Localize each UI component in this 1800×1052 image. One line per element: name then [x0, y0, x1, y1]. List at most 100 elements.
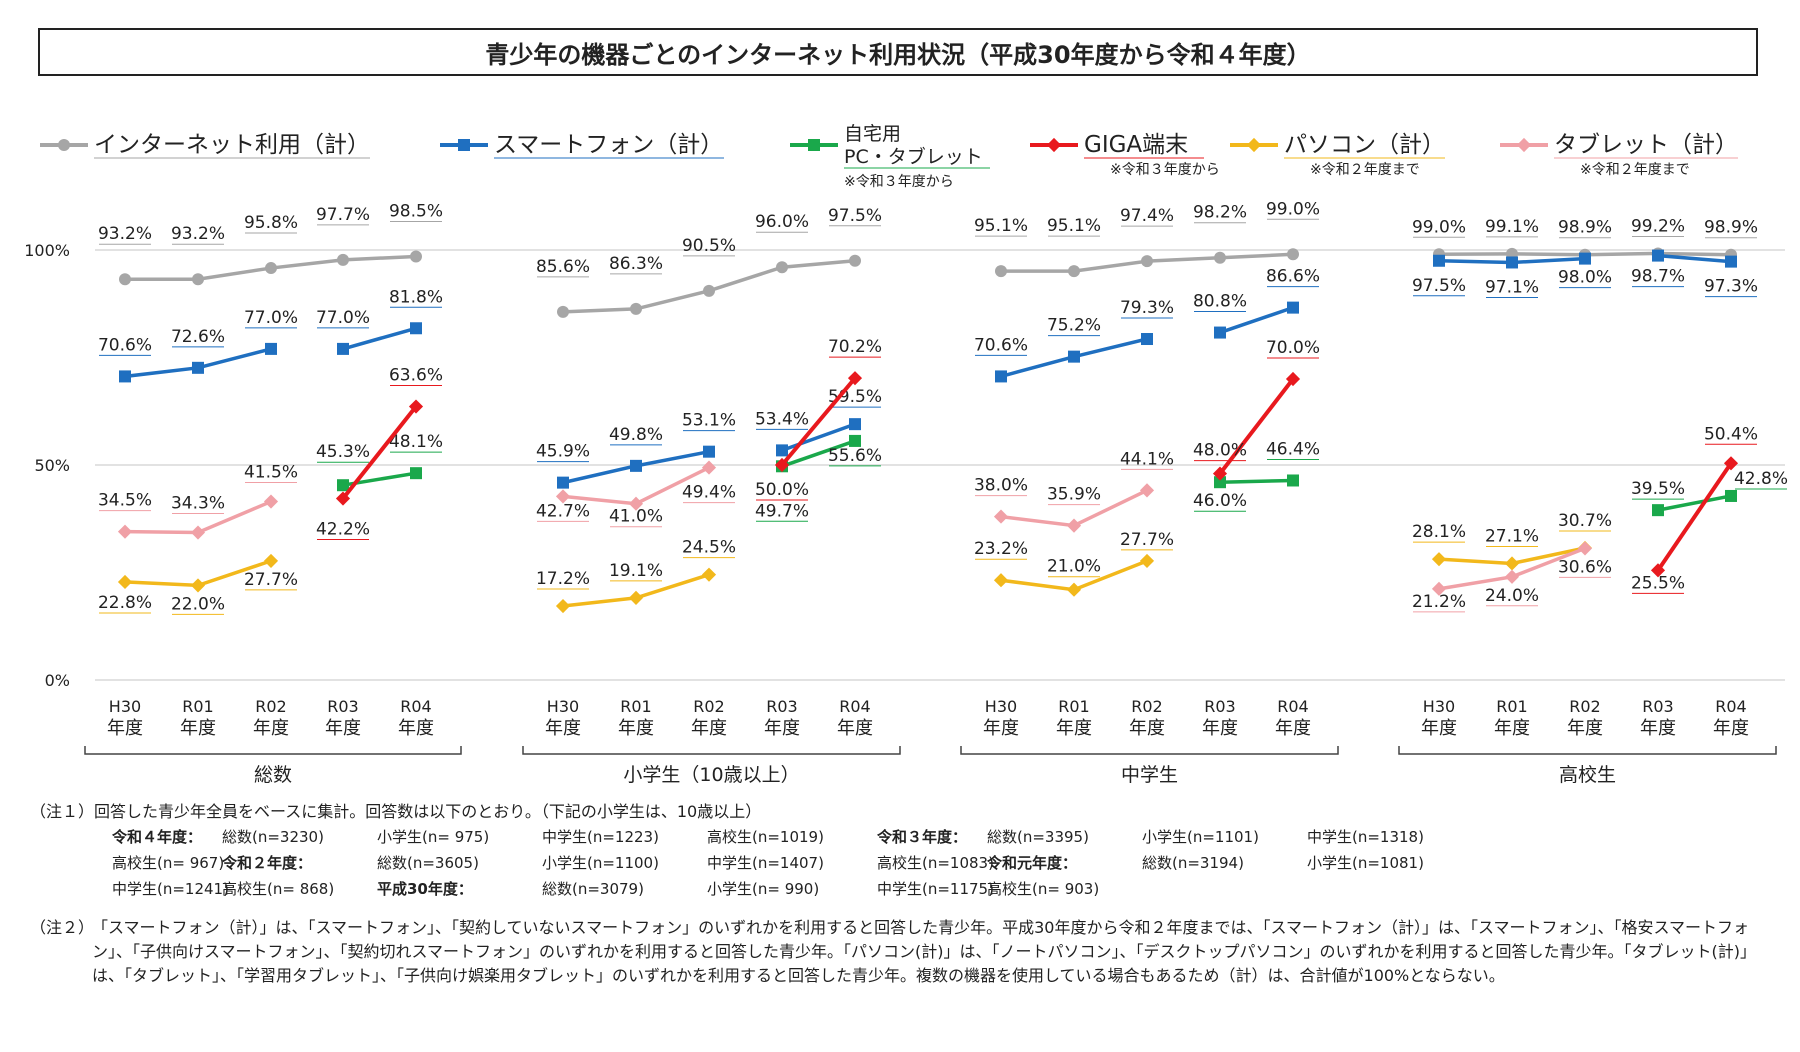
legend-marker-home_pc	[808, 139, 820, 151]
count-cell: 中学生(n=1175)	[877, 880, 994, 898]
point-internet	[1141, 255, 1153, 268]
data-label-tablet: 21.2%	[1412, 592, 1466, 612]
x-tick-label: 年度	[691, 718, 727, 739]
point-internet	[119, 273, 131, 286]
data-label-smartphone: 79.3%	[1120, 298, 1174, 318]
x-tick-label: R01	[1496, 697, 1527, 716]
point-internet	[1214, 251, 1226, 264]
point-home_pc	[410, 467, 422, 480]
data-label-pc: 27.1%	[1485, 526, 1539, 546]
data-label-internet: 99.2%	[1631, 216, 1685, 236]
legend-note-home_pc: ※令和３年度から	[844, 174, 954, 190]
data-label-giga: 63.6%	[389, 366, 443, 386]
data-label-tablet: 41.5%	[244, 463, 298, 483]
y-tick-label: 0%	[45, 671, 70, 690]
series-line-giga	[1656, 462, 1733, 572]
data-label-home_pc: 39.5%	[1631, 479, 1685, 499]
data-label-tablet: 30.6%	[1558, 557, 1612, 577]
legend-marker-giga	[1046, 137, 1062, 153]
count-cell: 平成30年度：	[377, 880, 473, 898]
point-smartphone	[557, 476, 569, 489]
data-label-pc: 23.2%	[974, 539, 1028, 559]
data-label-giga: 70.2%	[828, 337, 882, 357]
x-tick-label: H30	[547, 697, 579, 716]
point-pc	[190, 578, 206, 593]
count-cell: 総数(n=3230)	[222, 828, 324, 846]
point-giga	[1723, 456, 1739, 471]
data-label-internet: 99.0%	[1266, 199, 1320, 219]
x-tick-label: 年度	[1202, 718, 1238, 739]
data-label-tablet: 34.5%	[98, 491, 152, 511]
x-tick-label: 年度	[1421, 718, 1457, 739]
series-line-smartphone	[1219, 305, 1294, 335]
point-smartphone	[1652, 249, 1664, 262]
x-tick-label: 年度	[983, 718, 1019, 739]
point-pc	[1066, 582, 1082, 597]
point-giga	[1212, 466, 1228, 481]
series-line-smartphone	[781, 422, 856, 453]
data-label-tablet: 35.9%	[1047, 485, 1101, 505]
data-label-pc: 21.0%	[1047, 557, 1101, 577]
data-label-smartphone: 59.5%	[828, 387, 882, 407]
point-internet	[776, 261, 788, 274]
data-label-internet: 85.6%	[536, 257, 590, 277]
x-tick-label: H30	[985, 697, 1017, 716]
point-internet	[703, 284, 715, 297]
legend-label2-home_pc: PC・タブレット	[844, 145, 983, 168]
point-tablet	[1504, 569, 1520, 584]
point-smartphone	[265, 342, 277, 355]
data-label-internet: 90.5%	[682, 236, 736, 256]
point-pc	[1504, 556, 1520, 571]
series-line-smartphone	[342, 326, 417, 351]
point-internet	[192, 273, 204, 286]
point-pc	[1139, 553, 1155, 568]
point-home_pc	[1287, 474, 1299, 487]
count-cell: 総数(n=3194)	[1142, 854, 1244, 872]
x-tick-label: 年度	[545, 718, 581, 739]
data-label-home_pc: 55.6%	[828, 446, 882, 466]
x-tick-label: 年度	[253, 718, 289, 739]
data-label-smartphone: 45.9%	[536, 442, 590, 462]
point-giga	[847, 371, 863, 386]
data-label-giga: 50.4%	[1704, 424, 1758, 444]
data-label-home_pc: 48.1%	[389, 432, 443, 452]
point-smartphone	[703, 445, 715, 458]
data-label-tablet: 44.1%	[1120, 449, 1174, 469]
point-internet	[337, 253, 349, 266]
data-label-smartphone: 77.0%	[316, 308, 370, 328]
point-tablet	[993, 509, 1009, 524]
point-internet	[557, 305, 569, 318]
count-cell: 小学生(n=1100)	[542, 854, 659, 872]
data-label-pc: 27.7%	[244, 570, 298, 590]
point-smartphone	[410, 322, 422, 335]
legend-label-internet: インターネット利用（計）	[94, 132, 370, 158]
group-label: 中学生	[1121, 764, 1178, 786]
series-line-home_pc	[781, 439, 856, 468]
count-cell: 中学生(n=1318)	[1307, 828, 1424, 846]
count-cell: 高校生(n=1083)	[877, 854, 994, 872]
x-tick-label: R03	[327, 697, 358, 716]
x-tick-label: R04	[839, 697, 870, 716]
data-label-smartphone: 53.1%	[682, 411, 736, 431]
point-internet	[265, 262, 277, 275]
data-label-tablet: 38.0%	[974, 476, 1028, 496]
data-label-tablet: 49.4%	[682, 483, 736, 503]
x-tick-label: 年度	[1056, 718, 1092, 739]
legend-note-giga: ※令和３年度から	[1110, 162, 1220, 178]
point-tablet	[628, 496, 644, 511]
count-cell: 高校生(n= 967)	[112, 854, 225, 872]
x-tick-label: R03	[766, 697, 797, 716]
x-tick-label: H30	[1423, 697, 1455, 716]
count-cell: 中学生(n=1407)	[707, 854, 824, 872]
point-tablet	[190, 525, 206, 540]
point-smartphone	[192, 361, 204, 374]
data-label-internet: 95.1%	[1047, 216, 1101, 236]
count-cell: 小学生(n= 975)	[377, 828, 490, 846]
series-line-smartphone	[1657, 253, 1732, 264]
point-home_pc	[1652, 504, 1664, 517]
series-line-giga	[341, 405, 418, 500]
data-label-home_pc: 46.0%	[1193, 491, 1247, 511]
count-cell: 総数(n=3079)	[542, 880, 644, 898]
point-pc	[1431, 552, 1447, 567]
data-label-smartphone: 70.6%	[98, 335, 152, 355]
